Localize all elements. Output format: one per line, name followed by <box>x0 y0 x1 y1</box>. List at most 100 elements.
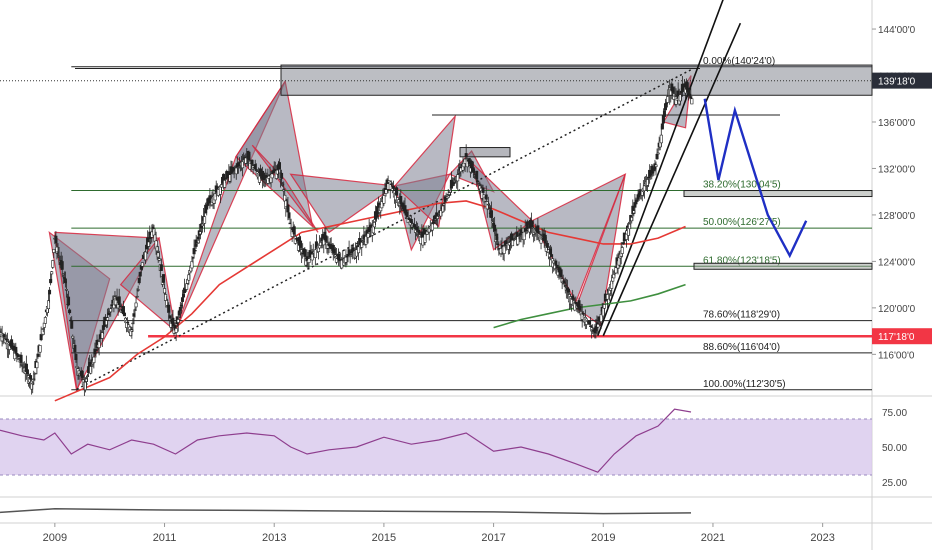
candle-body <box>412 224 416 228</box>
candle-body <box>382 195 386 204</box>
candle-body <box>71 335 75 339</box>
rsi-line <box>0 408 692 473</box>
candle-body <box>122 312 126 317</box>
candle-body <box>635 199 639 202</box>
candle-body <box>624 233 628 240</box>
candle-body <box>36 353 40 357</box>
candle-body <box>502 245 506 254</box>
candle-body <box>167 304 171 313</box>
fib-label: 100.00%(112'30'5) <box>703 379 786 390</box>
candle-body <box>25 369 29 375</box>
support-price-label: 117'18'0 <box>878 332 915 343</box>
candle-body <box>75 366 79 369</box>
harmonic-pattern <box>575 174 626 327</box>
candle-body <box>614 267 618 274</box>
y-tick-label: 144'00'0 <box>878 25 916 36</box>
candle-body <box>621 242 625 245</box>
candle-body <box>52 249 56 253</box>
candle-body <box>307 258 311 263</box>
candle-body <box>366 233 370 238</box>
candle-body <box>203 216 207 224</box>
candle-body <box>97 341 101 348</box>
candle-body <box>64 289 68 291</box>
candle-body <box>33 373 37 375</box>
candle-body <box>484 194 488 200</box>
candle-body <box>430 223 434 231</box>
candle-body <box>581 312 585 315</box>
candle-body <box>68 309 72 314</box>
fib-label: 0.00%(140'24'0) <box>703 56 775 67</box>
candle-body <box>313 249 317 259</box>
candle-body <box>450 184 454 187</box>
candle-body <box>43 317 47 324</box>
candle-body <box>395 187 399 196</box>
candle-body <box>40 333 44 336</box>
x-tick-label: 2011 <box>153 532 177 544</box>
candle-body <box>566 288 570 293</box>
fib-label: 38.20%(130'04'5) <box>703 180 781 191</box>
x-tick-label: 2019 <box>591 532 615 544</box>
fib-label: 78.60%(118'29'0) <box>703 310 780 321</box>
candle-body <box>182 293 186 298</box>
candle-body <box>602 304 606 309</box>
candle-body <box>35 361 39 369</box>
candle-body <box>135 295 139 298</box>
candle-body <box>168 315 172 319</box>
candle-body <box>19 354 23 363</box>
candle-body <box>16 354 20 358</box>
candle-body <box>219 184 223 188</box>
candle-body <box>620 247 624 254</box>
candle-body <box>337 253 341 260</box>
candle-body <box>60 261 64 270</box>
candle-body <box>659 134 663 144</box>
current-price-badge <box>872 72 932 89</box>
candle-body <box>384 189 388 194</box>
candle-body <box>456 174 460 182</box>
candle-body <box>131 322 135 325</box>
candle-body <box>134 302 138 308</box>
candle-body <box>493 224 497 232</box>
candle-body <box>310 253 314 261</box>
candle-body <box>674 96 678 105</box>
fib-label: 50.00%(126'27'5) <box>703 217 781 228</box>
candle-body <box>280 172 284 179</box>
candle-body <box>380 201 384 209</box>
candle-body <box>596 323 600 328</box>
candle-body <box>545 242 549 248</box>
candle-body <box>190 261 194 269</box>
candle-body <box>464 153 468 158</box>
candle-body <box>161 274 165 283</box>
candle-body <box>92 356 96 363</box>
y-tick-label: 120'00'0 <box>878 304 916 315</box>
candle-body <box>193 249 197 252</box>
candle-body <box>656 152 660 155</box>
candle-body <box>191 257 195 259</box>
candle-body <box>70 320 74 329</box>
candle-body <box>605 294 609 300</box>
fib-zone-box <box>683 190 873 198</box>
harmonic-pattern <box>119 236 177 333</box>
candle-body <box>50 271 54 275</box>
candle-body <box>137 277 141 284</box>
candle-body <box>73 344 77 353</box>
fib-label: 88.60%(116'04'0) <box>703 342 780 353</box>
candle-body <box>42 322 46 328</box>
x-tick-label: 2023 <box>810 532 834 544</box>
candle-body <box>270 173 274 179</box>
candle-body <box>303 249 307 257</box>
candle-body <box>29 375 33 380</box>
fib-label: 61.80%(123'18'5) <box>703 255 781 266</box>
candle-body <box>38 345 42 353</box>
candle-body <box>642 185 646 191</box>
harmonic-pattern <box>394 114 457 228</box>
candle-body <box>550 254 554 257</box>
x-tick-label: 2015 <box>372 532 396 544</box>
y-tick-label: 128'00'0 <box>878 211 916 222</box>
candle-body <box>48 289 52 295</box>
candle-body <box>144 251 148 261</box>
candle-body <box>63 278 67 284</box>
candle-body <box>138 272 142 277</box>
candle-body <box>445 196 449 199</box>
